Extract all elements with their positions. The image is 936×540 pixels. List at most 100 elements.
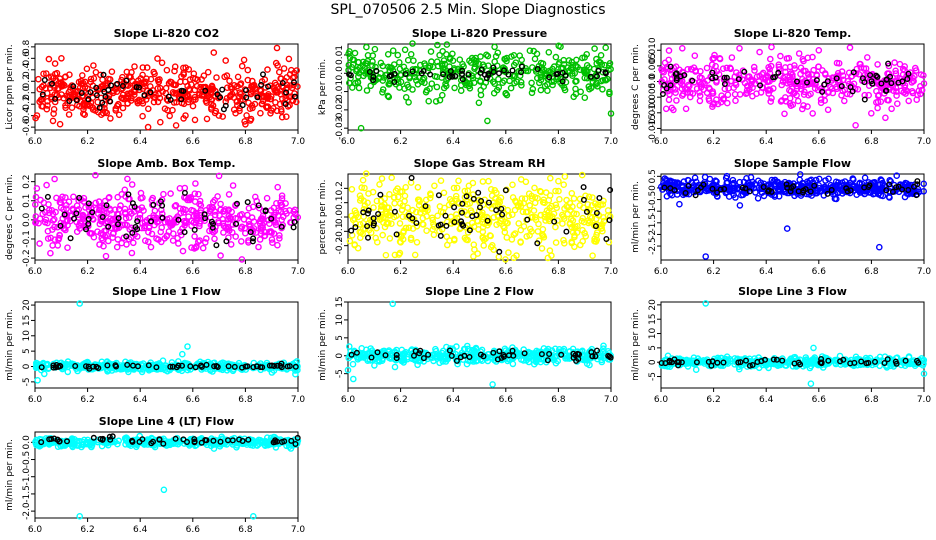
data-point [194, 76, 201, 84]
data-point [272, 59, 280, 67]
data-point [285, 93, 293, 100]
data-point [434, 62, 442, 70]
data-point [663, 85, 670, 92]
panel-title: Slope Line 2 Flow [425, 285, 534, 298]
data-point [550, 63, 558, 70]
data-point [249, 238, 256, 245]
data-point [874, 61, 881, 68]
data-point [559, 78, 566, 85]
data-point [578, 171, 586, 179]
data-point [96, 104, 103, 111]
data-point [265, 83, 272, 90]
data-point [560, 56, 568, 64]
data-point [160, 190, 167, 198]
x-tick-label: 6.2 [80, 525, 94, 535]
data-point [66, 97, 73, 104]
data-point [215, 112, 223, 119]
y-axis-label: degrees C per min. [631, 44, 641, 130]
data-point [667, 63, 674, 70]
data-point [817, 85, 825, 92]
data-point [516, 52, 524, 60]
data-point [66, 71, 73, 78]
y-tick-label: -0.4 [22, 107, 32, 125]
data-point [561, 173, 569, 180]
data-point [602, 76, 610, 84]
data-point [385, 81, 393, 88]
data-point [859, 75, 866, 82]
data-point [465, 71, 472, 78]
data-point [287, 66, 295, 74]
data-point [581, 74, 589, 82]
data-point [696, 74, 704, 81]
data-point [869, 80, 876, 87]
data-point [490, 64, 497, 71]
data-point [61, 82, 68, 89]
x-tick-label: 6.8 [238, 137, 253, 147]
data-point [368, 62, 376, 69]
data-point [682, 105, 690, 113]
data-point [423, 227, 430, 234]
data-point [170, 90, 178, 97]
plot-frame [347, 301, 612, 389]
data-point [591, 73, 599, 80]
data-point [484, 52, 492, 60]
data-point [767, 55, 774, 63]
data-point [507, 84, 515, 92]
data-point [349, 360, 357, 368]
data-point [64, 244, 71, 251]
data-point [379, 89, 386, 96]
data-point [495, 75, 502, 83]
y-tick-label: 0.005 [648, 53, 658, 79]
data-point [728, 77, 735, 85]
y-axis-label: Licor ppm per min. [5, 44, 15, 129]
data-point [283, 89, 290, 96]
outlier-point [876, 243, 883, 251]
data-point [186, 87, 194, 94]
y-tick-label: -0.1 [22, 230, 32, 248]
plot-frame [34, 173, 299, 261]
data-point [804, 103, 811, 110]
series-all [345, 40, 615, 132]
data-point [242, 87, 249, 94]
outlier-point [184, 343, 191, 350]
data-point [659, 90, 666, 97]
data-point [794, 78, 801, 85]
data-point [570, 195, 578, 202]
data-point [187, 81, 195, 88]
data-point [240, 216, 248, 223]
outlier-point [489, 381, 496, 388]
data-point [447, 68, 454, 75]
data-point [58, 55, 65, 62]
data-point [158, 224, 165, 231]
outlier-point [602, 44, 610, 52]
data-point [723, 74, 730, 81]
outlier-point [34, 376, 41, 384]
data-point [167, 190, 174, 197]
data-point [77, 77, 85, 85]
data-point [492, 53, 500, 60]
outlier-point [807, 380, 815, 388]
y-tick-label: -5 [648, 372, 658, 381]
data-point [673, 97, 680, 104]
data-point [751, 67, 758, 74]
data-point [255, 204, 263, 212]
data-point [439, 68, 447, 76]
data-point [768, 94, 775, 102]
data-point [589, 194, 596, 201]
data-point [606, 90, 613, 98]
data-point [865, 91, 873, 99]
data-point [466, 354, 473, 361]
data-point [528, 79, 535, 87]
data-point [401, 46, 409, 54]
data-point [166, 112, 173, 120]
x-tick-label: 6.2 [706, 137, 720, 147]
data-point [366, 68, 373, 75]
data-point [433, 73, 441, 81]
x-tick-label: 7.0 [917, 137, 932, 147]
y-tick-label: 0 [22, 363, 32, 369]
data-point [220, 207, 228, 215]
outlier-point [676, 200, 683, 208]
data-point [58, 81, 66, 89]
data-point [904, 75, 911, 82]
data-point [51, 60, 59, 67]
